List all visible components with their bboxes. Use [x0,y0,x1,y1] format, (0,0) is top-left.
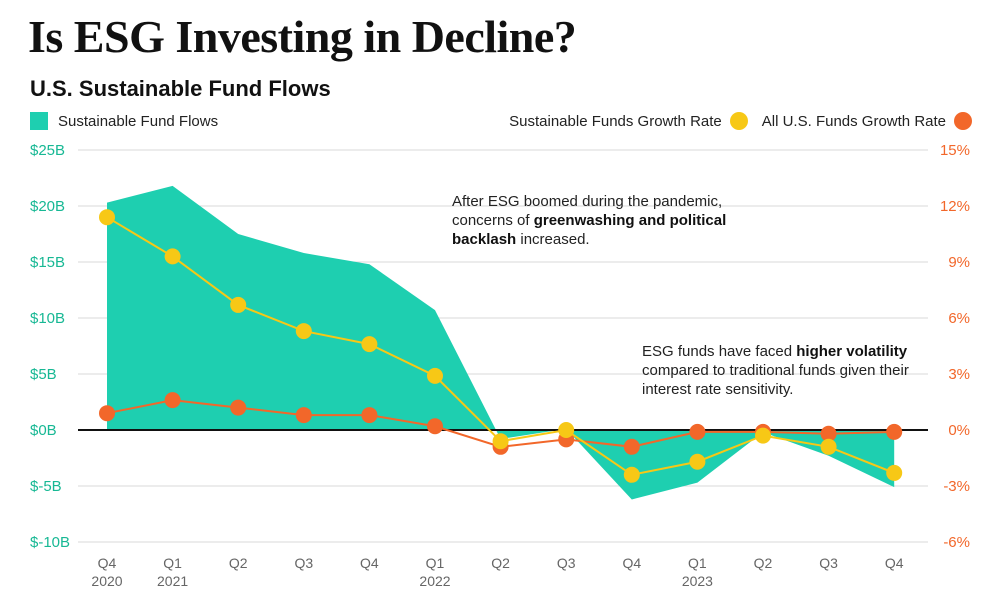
x-tick-quarter: Q1 [688,555,707,571]
legend-yellow-label: Sustainable Funds Growth Rate [509,112,722,130]
sustainable-growth-point [623,466,640,483]
chart-subtitle: U.S. Sustainable Fund Flows [30,76,331,101]
sustainable-growth-point [295,323,312,340]
x-tick-quarter: Q4 [885,555,904,571]
sustainable-growth-point [427,367,443,384]
annotation-volatility: ESG funds have faced higher volatility c… [642,342,912,399]
all-funds-growth-point [886,423,903,440]
x-tick-quarter: Q2 [491,555,510,571]
x-tick-quarter: Q3 [294,555,313,571]
annotation-1-post: increased. [516,231,590,248]
all-funds-growth-point [99,405,115,422]
yellow-dot-swatch [729,112,748,130]
left-axis-tick: $25B [30,142,65,159]
x-tick-year: 2020 [91,573,122,589]
all-funds-growth-point [230,399,247,416]
legend-area-label: Sustainable Fund Flows [58,112,219,130]
sustainable-growth-point [164,248,181,265]
all-funds-growth-point [623,438,640,455]
right-axis-tick: 0% [948,422,970,439]
right-axis-tick: 15% [940,142,970,159]
all-funds-growth-point [295,407,312,424]
sustainable-growth-point [492,433,509,450]
left-axis-tick: $5B [30,366,57,383]
right-axis-tick: 12% [940,198,970,215]
sustainable-growth-point [230,296,247,313]
x-tick-quarter: Q2 [229,555,248,571]
right-axis-tick: 9% [948,254,970,271]
annotation-2-bold: higher volatility [796,343,908,360]
orange-dot-swatch [954,112,972,130]
all-funds-growth-point [164,392,181,409]
x-tick-quarter: Q4 [622,555,641,571]
legend-lines: Sustainable Funds Growth Rate All U.S. F… [509,112,972,130]
all-funds-growth-point [689,423,706,440]
page-title: Is ESG Investing in Decline? [28,11,577,62]
right-axis-tick: -3% [943,478,970,495]
x-tick-quarter: Q2 [754,555,773,571]
right-axis-tick: 3% [948,366,970,383]
x-tick-year: 2021 [157,573,188,589]
right-axis-tick: 6% [948,310,970,327]
left-axis-tick: $20B [30,198,65,215]
annotation-1-bold: greenwashing and political backlash [452,212,727,248]
x-tick-quarter: Q3 [819,555,838,571]
sustainable-growth-point [99,209,115,226]
left-axis-tick: $-10B [30,534,70,551]
sustainable-growth-point [361,336,378,353]
all-funds-growth-point [361,407,378,424]
left-axis-tick: $15B [30,254,65,271]
sustainable-growth-point [820,438,837,455]
x-tick-quarter: Q1 [163,555,182,571]
legend-orange-label: All U.S. Funds Growth Rate [761,112,946,130]
x-tick-year: 2022 [419,573,450,589]
x-tick-year: 2023 [682,573,713,589]
all-funds-growth-point [820,425,837,442]
left-axis-tick: $10B [30,310,65,327]
all-funds-growth-point [427,418,443,435]
left-axis-tick: $0B [30,422,57,439]
x-tick-quarter: Q1 [426,555,445,571]
sustainable-growth-point [558,422,575,438]
x-tick-quarter: Q3 [557,555,576,571]
x-tick-quarter: Q4 [98,555,117,571]
annotation-2-pre: ESG funds have faced [642,343,797,360]
sustainable-growth-point [755,427,771,444]
sustainable-growth-point [886,464,903,481]
x-tick-quarter: Q4 [360,555,379,571]
annotation-1-pre: After ESG boomed during the pandemic, co… [452,193,723,229]
left-axis-tick: $-5B [30,478,62,495]
annotation-2-post: compared to traditional funds given thei… [642,362,909,398]
legend-area: Sustainable Fund Flows [30,112,218,130]
right-axis-tick: -6% [943,534,970,551]
area-swatch [30,112,48,130]
sustainable-growth-point [689,453,706,470]
annotation-greenwashing: After ESG boomed during the pandemic, co… [452,192,742,249]
